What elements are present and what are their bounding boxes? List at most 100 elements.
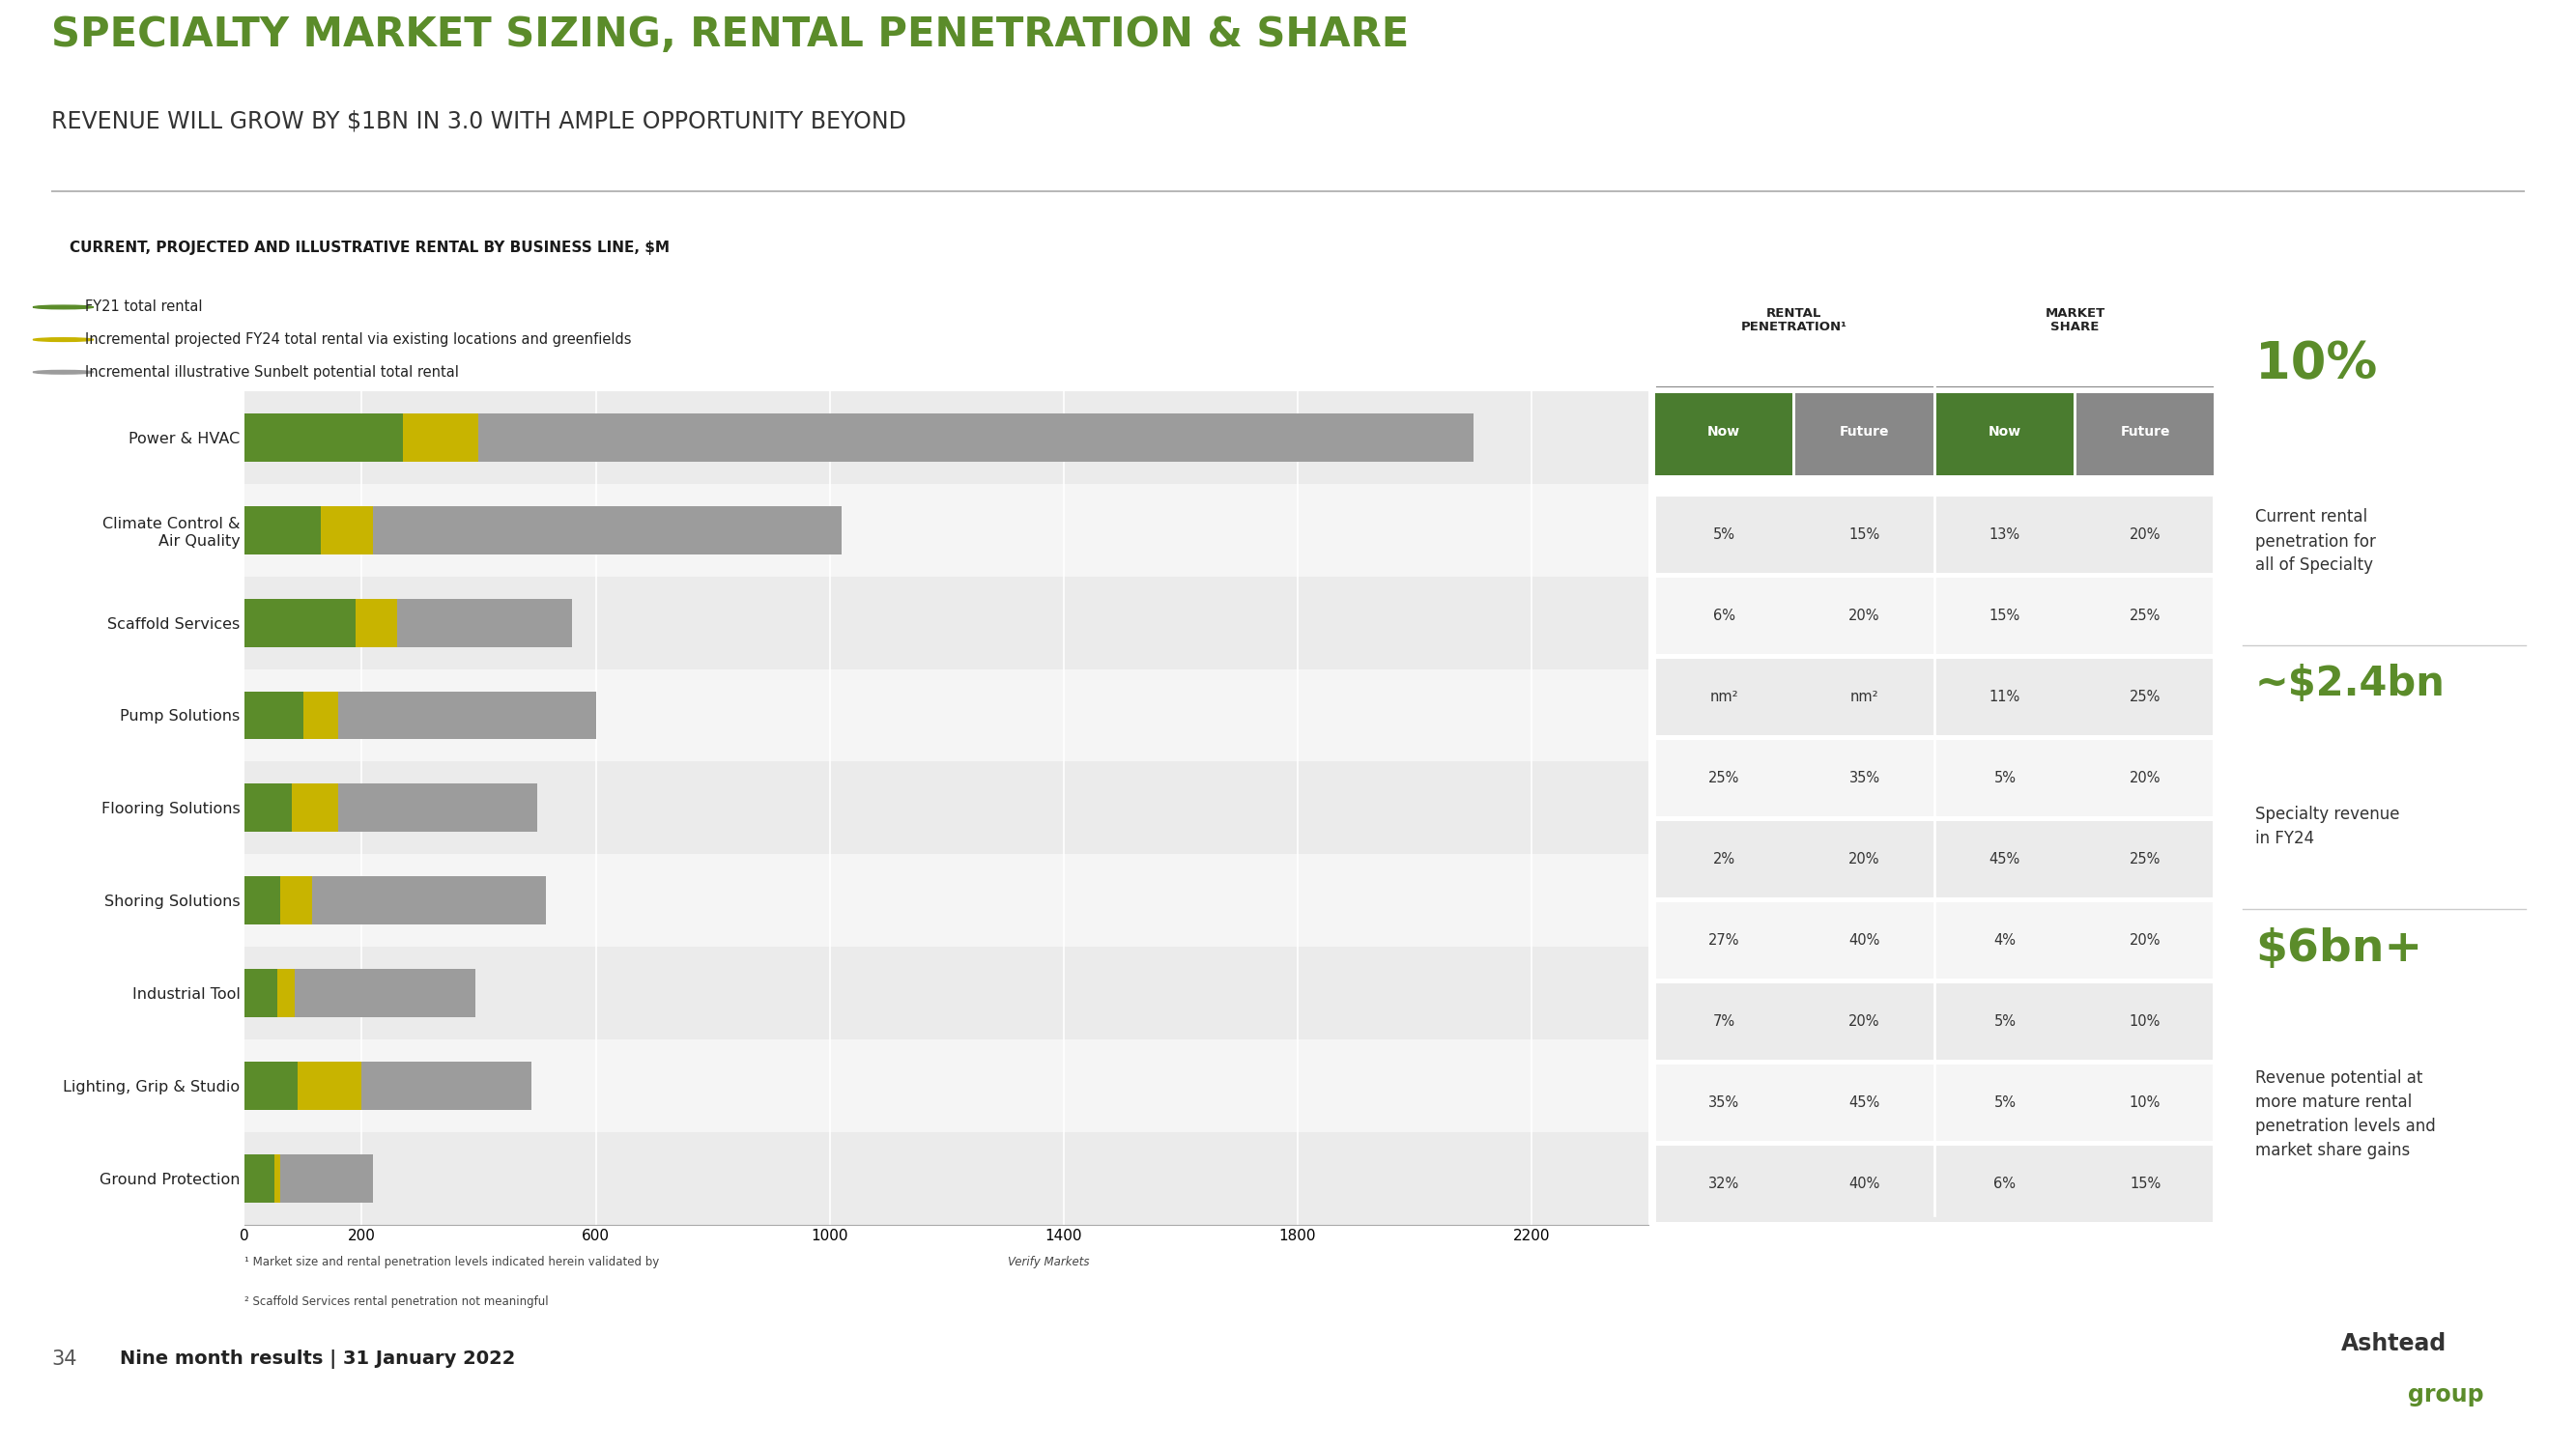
Bar — [337, 691, 595, 739]
Text: Incremental illustrative Sunbelt potential total rental: Incremental illustrative Sunbelt potenti… — [85, 365, 459, 380]
Bar — [273, 1153, 281, 1203]
Text: 32%: 32% — [1708, 1177, 1739, 1191]
Text: ~$2.4bn: ~$2.4bn — [2257, 664, 2445, 704]
Bar — [245, 484, 1649, 577]
FancyBboxPatch shape — [1656, 659, 2213, 735]
Bar — [245, 946, 1649, 1039]
Bar — [374, 506, 842, 554]
Bar — [245, 853, 1649, 946]
Text: 2%: 2% — [1713, 852, 1736, 867]
Bar — [245, 1062, 296, 1110]
Text: $6bn+: $6bn+ — [2257, 927, 2421, 971]
FancyBboxPatch shape — [1656, 497, 2213, 574]
FancyBboxPatch shape — [1656, 984, 2213, 1059]
Bar — [245, 413, 402, 462]
Bar — [479, 413, 1473, 462]
Bar — [276, 969, 294, 1017]
FancyBboxPatch shape — [1937, 393, 2074, 475]
FancyBboxPatch shape — [1656, 578, 2213, 655]
FancyBboxPatch shape — [1656, 822, 2213, 897]
Text: Ashtead: Ashtead — [2342, 1332, 2447, 1355]
Bar — [312, 877, 546, 924]
FancyBboxPatch shape — [1656, 1065, 2213, 1140]
Text: nm²: nm² — [1710, 690, 1739, 704]
Text: Current rental
penetration for
all of Specialty: Current rental penetration for all of Sp… — [2257, 509, 2375, 574]
Text: 13%: 13% — [1989, 527, 2020, 542]
Text: 10%: 10% — [2130, 1014, 2161, 1029]
Bar — [337, 784, 538, 832]
Bar — [245, 598, 355, 646]
Text: ¹ Market size and rental penetration levels indicated herein validated by: ¹ Market size and rental penetration lev… — [245, 1255, 662, 1268]
Text: 7%: 7% — [1713, 1014, 1736, 1029]
Text: SPECIALTY MARKET SIZING, RENTAL PENETRATION & SHARE: SPECIALTY MARKET SIZING, RENTAL PENETRAT… — [52, 14, 1409, 55]
Text: Nine month results | 31 January 2022: Nine month results | 31 January 2022 — [121, 1349, 515, 1369]
Text: 10%: 10% — [2257, 339, 2378, 390]
Text: 5%: 5% — [1994, 1095, 2017, 1110]
Text: 27%: 27% — [1708, 933, 1739, 948]
Text: ² Scaffold Services rental penetration not meaningful: ² Scaffold Services rental penetration n… — [245, 1295, 549, 1308]
FancyBboxPatch shape — [1656, 1146, 2213, 1222]
Text: 20%: 20% — [1850, 609, 1880, 623]
Text: Incremental projected FY24 total rental via existing locations and greenfields: Incremental projected FY24 total rental … — [85, 332, 631, 346]
Circle shape — [33, 338, 93, 342]
Bar — [402, 413, 479, 462]
Text: 20%: 20% — [2130, 527, 2161, 542]
Text: 35%: 35% — [1708, 1095, 1739, 1110]
Bar — [245, 1039, 1649, 1132]
Text: group: group — [2409, 1384, 2483, 1407]
Bar — [291, 784, 337, 832]
Bar — [281, 1153, 374, 1203]
Text: nm²: nm² — [1850, 690, 1878, 704]
Bar — [355, 598, 397, 646]
Text: Revenue potential at
more mature rental
penetration levels and
market share gain: Revenue potential at more mature rental … — [2257, 1069, 2437, 1159]
Bar — [322, 506, 374, 554]
Text: REVENUE WILL GROW BY $1BN IN 3.0 WITH AMPLE OPPORTUNITY BEYOND: REVENUE WILL GROW BY $1BN IN 3.0 WITH AM… — [52, 110, 907, 133]
Text: 20%: 20% — [1850, 852, 1880, 867]
Bar — [245, 577, 1649, 669]
FancyBboxPatch shape — [1656, 740, 2213, 816]
Text: MARKET
SHARE: MARKET SHARE — [2045, 307, 2105, 333]
Text: 15%: 15% — [2130, 1177, 2161, 1191]
Text: CURRENT, PROJECTED AND ILLUSTRATIVE RENTAL BY BUSINESS LINE, $M: CURRENT, PROJECTED AND ILLUSTRATIVE RENT… — [70, 241, 670, 255]
Bar — [245, 391, 1649, 484]
Bar — [281, 877, 312, 924]
Bar — [245, 669, 1649, 762]
Text: 40%: 40% — [1850, 933, 1880, 948]
Text: 15%: 15% — [1989, 609, 2020, 623]
Text: 34: 34 — [52, 1349, 77, 1369]
Text: 10%: 10% — [2130, 1095, 2161, 1110]
Text: Now: Now — [1708, 425, 1741, 438]
FancyBboxPatch shape — [2076, 393, 2213, 475]
Text: 15%: 15% — [1850, 527, 1880, 542]
Text: FY21 total rental: FY21 total rental — [85, 300, 204, 314]
Text: 20%: 20% — [1850, 1014, 1880, 1029]
Text: 40%: 40% — [1850, 1177, 1880, 1191]
Text: 5%: 5% — [1994, 771, 2017, 785]
Bar — [294, 969, 477, 1017]
Bar — [245, 691, 304, 739]
Bar — [245, 1153, 273, 1203]
Text: Verify Markets: Verify Markets — [1007, 1255, 1090, 1268]
Text: 45%: 45% — [1989, 852, 2020, 867]
Bar — [296, 1062, 361, 1110]
Text: 20%: 20% — [2130, 933, 2161, 948]
Text: 6%: 6% — [1994, 1177, 2017, 1191]
Text: Specialty revenue
in FY24: Specialty revenue in FY24 — [2257, 806, 2401, 846]
Bar — [245, 1132, 1649, 1224]
Text: 6%: 6% — [1713, 609, 1736, 623]
Text: 35%: 35% — [1850, 771, 1880, 785]
Text: 25%: 25% — [2130, 609, 2161, 623]
Circle shape — [33, 306, 93, 309]
Bar — [245, 784, 291, 832]
Text: 5%: 5% — [1994, 1014, 2017, 1029]
Text: Future: Future — [2120, 425, 2169, 438]
FancyBboxPatch shape — [1656, 393, 1793, 475]
Bar — [397, 598, 572, 646]
Text: 25%: 25% — [2130, 852, 2161, 867]
Bar — [361, 1062, 531, 1110]
Text: Now: Now — [1989, 425, 2022, 438]
FancyBboxPatch shape — [1795, 393, 1932, 475]
Text: 25%: 25% — [2130, 690, 2161, 704]
Text: 4%: 4% — [1994, 933, 2017, 948]
Bar — [245, 506, 322, 554]
